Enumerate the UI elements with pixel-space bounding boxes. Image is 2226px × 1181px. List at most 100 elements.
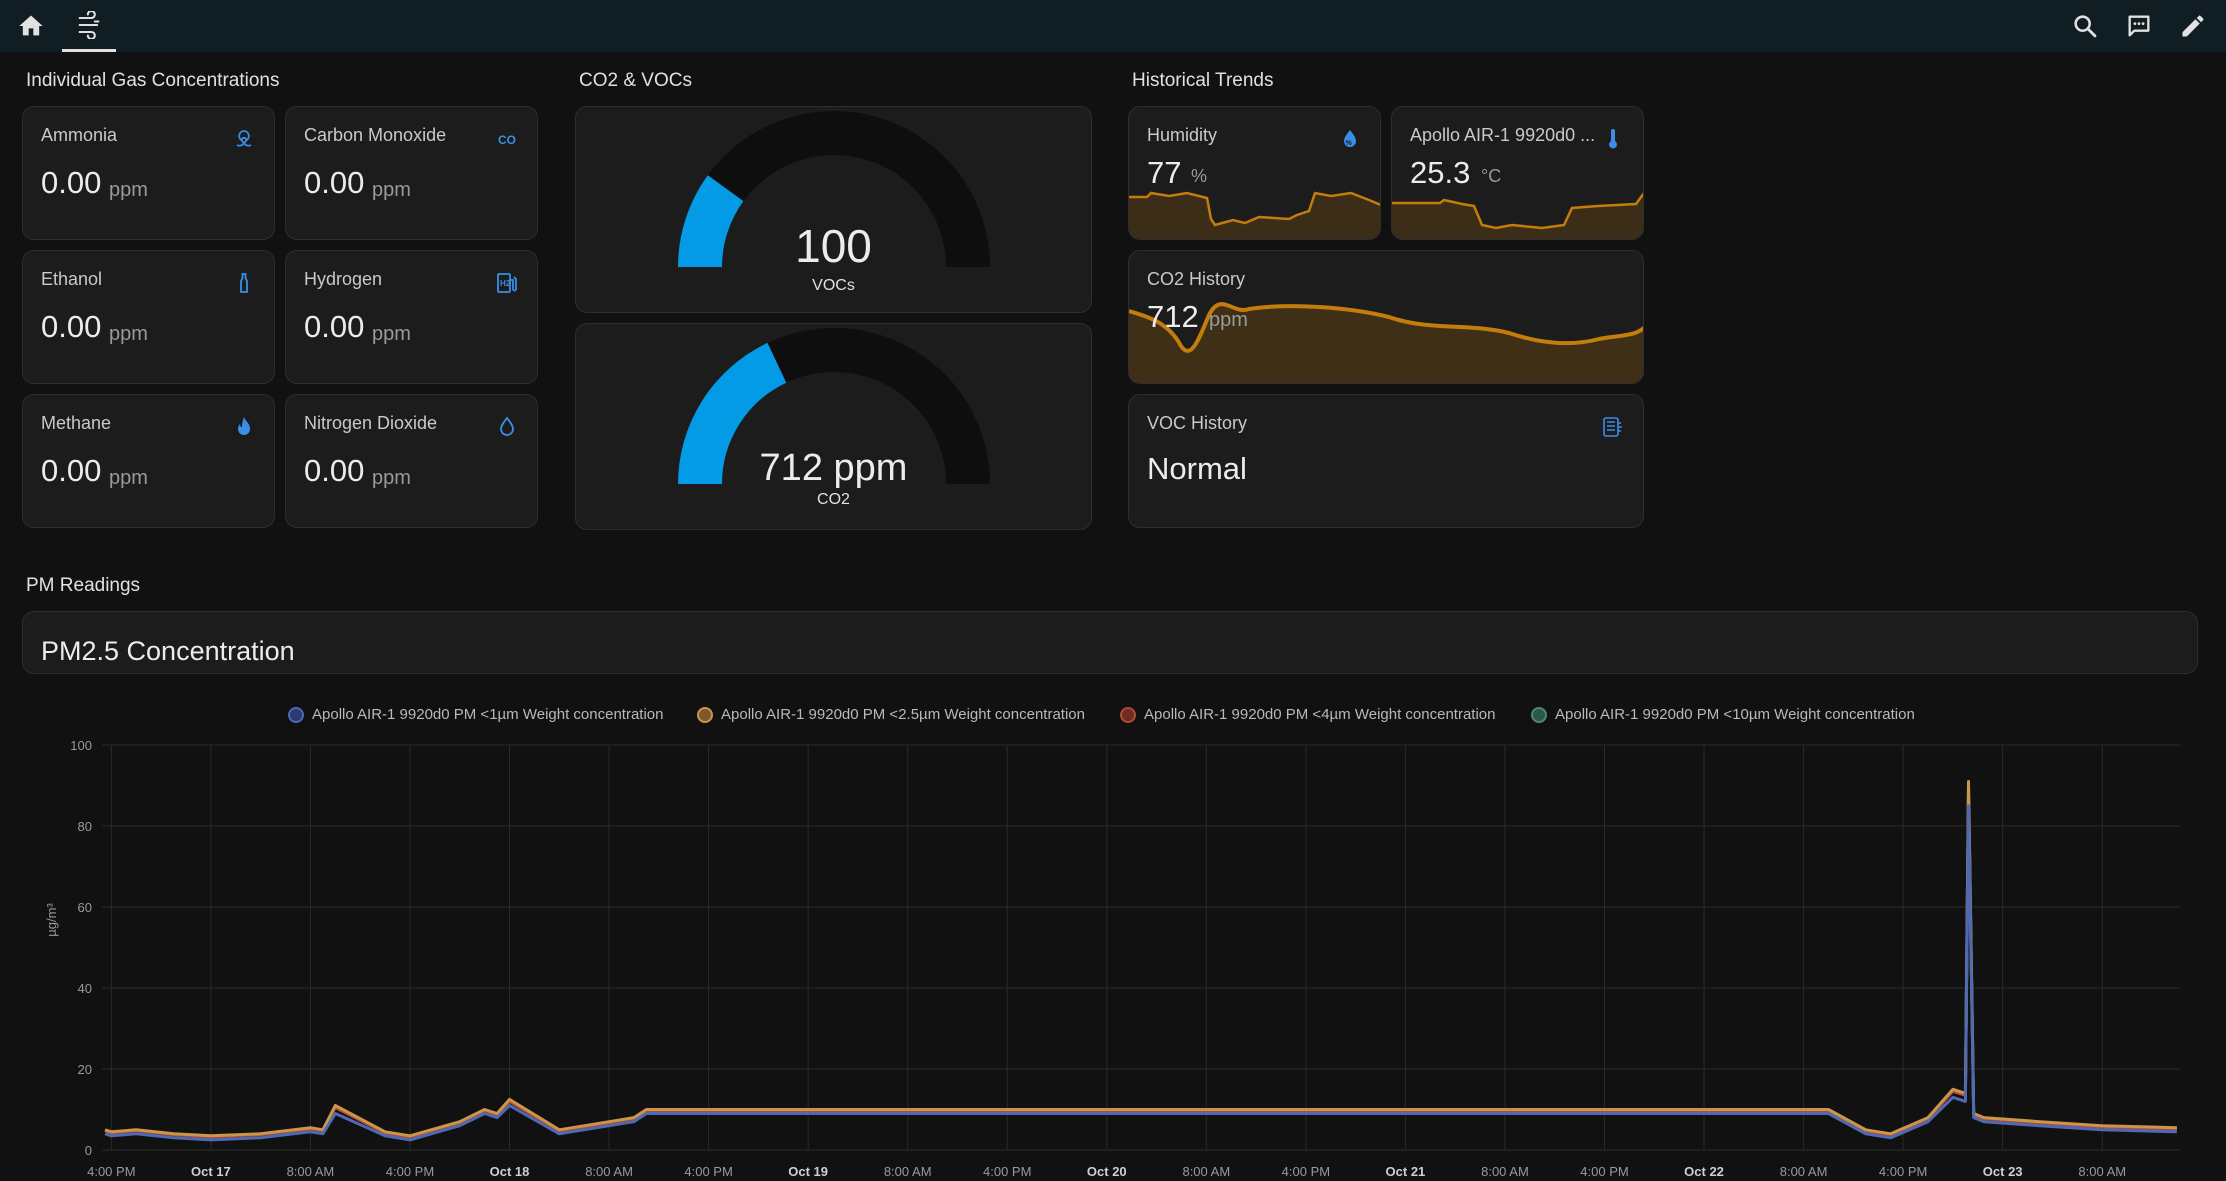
gauge-fill — [678, 342, 787, 485]
sparkline-line — [1392, 192, 1643, 230]
gas-card-nitrogen-dioxide[interactable]: Nitrogen Dioxide 0.00 ppm — [285, 394, 538, 528]
x-tick-label: 4:00 PM — [1879, 1164, 1927, 1179]
top-app-bar — [0, 0, 2226, 52]
bottle-icon — [232, 271, 256, 295]
x-tick-label: Oct 21 — [1386, 1164, 1426, 1179]
legend-item-pm4[interactable]: Apollo AIR-1 9920d0 PM <4µm Weight conce… — [1120, 706, 1495, 723]
y-tick-label: 40 — [78, 981, 92, 996]
sparkline-area — [1129, 304, 1643, 383]
temperature-sparkline — [1392, 192, 1643, 239]
x-tick-label: 4:00 PM — [386, 1164, 434, 1179]
pm-chart-header-card: PM2.5 Concentration — [22, 611, 2198, 674]
x-tick-label: Oct 20 — [1087, 1164, 1127, 1179]
y-tick-label: 0 — [85, 1143, 92, 1158]
air-filter-icon — [1601, 415, 1625, 439]
x-tick-label: 4:00 PM — [983, 1164, 1031, 1179]
x-tick-label: Oct 18 — [490, 1164, 530, 1179]
series-line — [104, 804, 2177, 1142]
edit-pencil-icon — [2182, 15, 2204, 37]
x-tick-label: 8:00 AM — [1481, 1164, 1529, 1179]
co2-gauge-card[interactable]: 712 ppm CO2 — [575, 323, 1092, 530]
series-line — [104, 788, 2177, 1139]
y-tick-label: 100 — [70, 738, 92, 753]
legend-dot — [1531, 706, 1547, 723]
search-icon — [2074, 15, 2097, 38]
gas-card-carbon-monoxide[interactable]: Carbon Monoxide CO 0.00 ppm — [285, 106, 538, 240]
legend-label: Apollo AIR-1 9920d0 PM <2.5µm Weight con… — [721, 706, 1085, 723]
edit-dashboard-button[interactable] — [2170, 0, 2216, 52]
gas-section-title: Individual Gas Concentrations — [26, 70, 280, 91]
gas-card-methane[interactable]: Methane 0.00 ppm — [22, 394, 275, 528]
gas-card-ethanol[interactable]: Ethanol 0.00 ppm — [22, 250, 275, 384]
co2-voc-section-title: CO2 & VOCs — [579, 70, 692, 91]
gas-unit: ppm — [372, 323, 411, 345]
legend-item-pm1[interactable]: Apollo AIR-1 9920d0 PM <1µm Weight conce… — [288, 706, 663, 723]
svg-text:CO: CO — [498, 133, 516, 147]
tab-air-quality[interactable] — [62, 0, 116, 52]
humidity-card[interactable]: Humidity % 77 % — [1128, 106, 1381, 240]
x-tick-label: Oct 19 — [788, 1164, 828, 1179]
gas-value: 0.00 — [304, 165, 365, 200]
voc-history-card[interactable]: VOC History Normal — [1128, 394, 1644, 528]
gas-value: 0.00 — [41, 453, 102, 488]
history-name: CO2 History — [1147, 269, 1246, 289]
history-name: Apollo AIR-1 9920d0 ... — [1410, 125, 1596, 145]
search-button[interactable] — [2062, 0, 2108, 52]
gas-value: 0.00 — [41, 309, 102, 344]
gas-name: Methane — [41, 413, 112, 433]
temperature-card[interactable]: Apollo AIR-1 9920d0 ... 25.3 °C — [1391, 106, 1644, 240]
x-tick-label: 8:00 AM — [1780, 1164, 1828, 1179]
history-unit: °C — [1481, 166, 1502, 186]
legend-label: Apollo AIR-1 9920d0 PM <4µm Weight conce… — [1144, 706, 1496, 723]
gas-value: 0.00 — [41, 165, 102, 200]
y-tick-label: 60 — [78, 900, 92, 915]
tab-home[interactable] — [4, 0, 58, 52]
hydrogen-station-icon: H2 — [495, 271, 519, 295]
home-icon — [19, 15, 43, 36]
air-filter-icon — [78, 10, 100, 39]
co2-gauge — [678, 328, 990, 485]
humidity-sparkline — [1129, 191, 1380, 239]
molecule-co-icon: CO — [495, 127, 519, 151]
legend-dot — [288, 706, 304, 723]
legend-item-pm10[interactable]: Apollo AIR-1 9920d0 PM <10µm Weight conc… — [1531, 706, 1915, 723]
fire-icon — [232, 415, 256, 439]
assist-button[interactable] — [2116, 0, 2162, 52]
pm-section-title: PM Readings — [26, 575, 141, 596]
gas-card-hydrogen[interactable]: Hydrogen H2 0.00 ppm — [285, 250, 538, 384]
x-tick-label: Oct 17 — [191, 1164, 231, 1179]
pm-chart-title: PM2.5 Concentration — [41, 636, 295, 666]
legend-dot — [1120, 706, 1136, 723]
gas-unit: ppm — [109, 323, 148, 345]
history-name: VOC History — [1147, 413, 1248, 433]
history-name: Humidity — [1147, 125, 1218, 145]
gas-unit: ppm — [372, 179, 411, 201]
history-section-title: Historical Trends — [1132, 70, 1274, 91]
water-drop-icon — [495, 415, 519, 439]
history-unit: ppm — [1209, 309, 1248, 331]
biohazard-icon — [232, 127, 256, 151]
gauge-value: 100 — [795, 220, 872, 272]
gauge-value: 712 ppm — [759, 447, 908, 489]
legend-label: Apollo AIR-1 9920d0 PM <1µm Weight conce… — [312, 706, 664, 723]
x-tick-label: 4:00 PM — [87, 1164, 135, 1179]
legend-item-pm25[interactable]: Apollo AIR-1 9920d0 PM <2.5µm Weight con… — [697, 706, 1085, 723]
gauge-name: VOCs — [812, 277, 855, 294]
svg-text:H2: H2 — [500, 279, 511, 288]
legend-label: Apollo AIR-1 9920d0 PM <10µm Weight conc… — [1555, 706, 1915, 723]
gas-unit: ppm — [109, 179, 148, 201]
sparkline-line — [1129, 191, 1380, 227]
voc-gauge-card[interactable]: 100 VOCs — [575, 106, 1092, 313]
gas-name: Ethanol — [41, 269, 103, 289]
gas-value: 0.00 — [304, 309, 365, 344]
x-tick-label: 4:00 PM — [1282, 1164, 1330, 1179]
history-value: 25.3 — [1410, 155, 1471, 190]
gas-card-ammonia[interactable]: Ammonia 0.00 ppm — [22, 106, 275, 240]
x-tick-label: 8:00 AM — [287, 1164, 335, 1179]
x-tick-label: 4:00 PM — [1580, 1164, 1628, 1179]
voc-gauge — [678, 111, 990, 268]
svg-text:%: % — [1346, 140, 1353, 147]
x-tick-label: Oct 22 — [1684, 1164, 1724, 1179]
co2-history-card[interactable]: CO2 History 712 ppm — [1128, 250, 1644, 384]
x-tick-label: Oct 23 — [1983, 1164, 2023, 1179]
